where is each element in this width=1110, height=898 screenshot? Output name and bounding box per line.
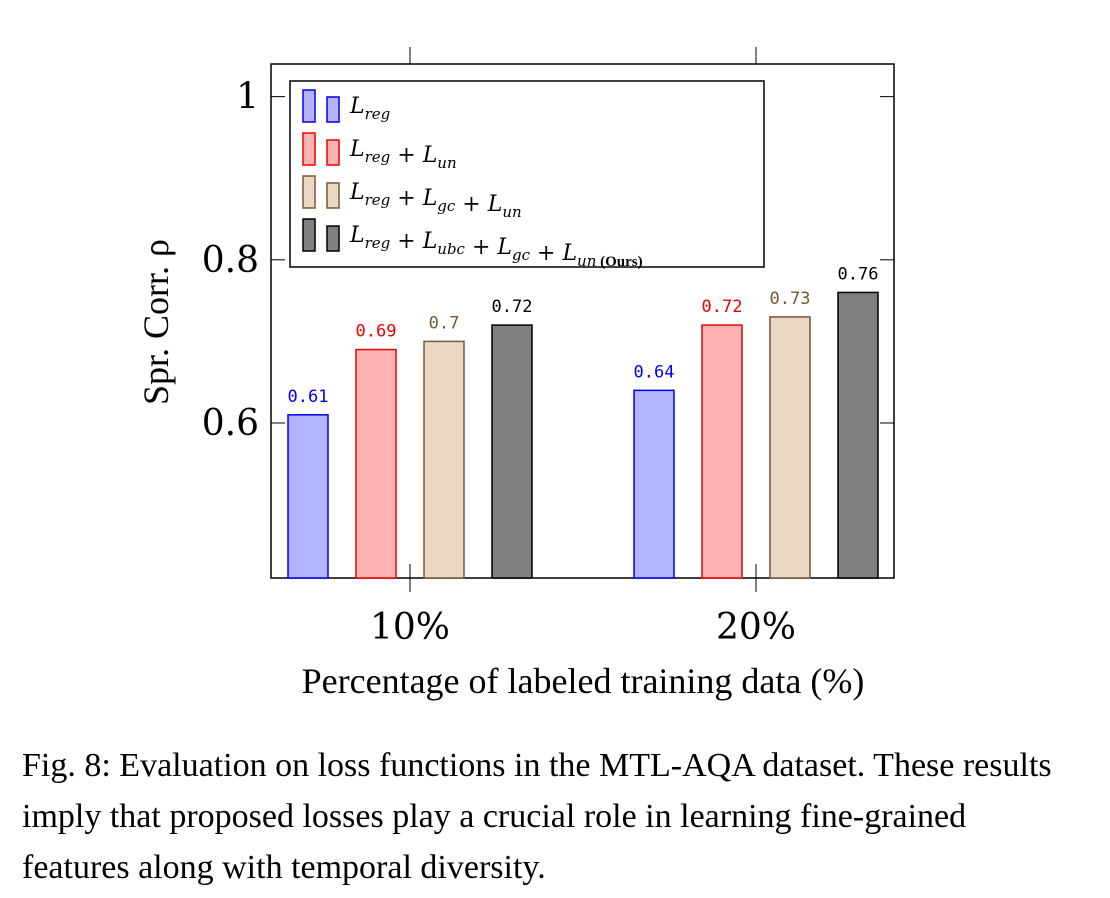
legend-item: Lreg + Lun <box>302 132 457 172</box>
bar <box>355 348 397 579</box>
y-axis-label: Spr. Corr. ρ <box>136 239 176 405</box>
bar <box>287 414 329 579</box>
legend-label: Lreg + Lgc + Lun <box>349 180 522 221</box>
legend-swatch <box>326 96 340 123</box>
legend-swatch <box>302 218 316 252</box>
bar <box>837 291 879 579</box>
x-tick-labels: 10% 20% <box>370 607 796 648</box>
bar <box>769 316 811 579</box>
data-label: 0.64 <box>634 362 675 382</box>
bar <box>701 324 743 579</box>
legend-swatch <box>302 175 316 209</box>
y-tick-label: 0.8 <box>202 240 259 281</box>
data-label: 0.73 <box>770 289 811 309</box>
data-label: 0.72 <box>702 297 743 317</box>
legend-item: Lreg + Lubc + Lgc + Lun (Ours) <box>302 218 643 270</box>
legend-swatch <box>302 89 316 123</box>
bar <box>491 324 533 579</box>
figure-caption: Fig. 8: Evaluation on loss functions in … <box>22 747 1052 886</box>
x-tick-label: 20% <box>716 607 796 648</box>
legend-label: Lreg + Lun <box>349 137 457 172</box>
data-label: 0.7 <box>429 313 460 333</box>
bar <box>423 340 465 579</box>
data-label: 0.72 <box>492 297 533 317</box>
bars <box>287 291 879 579</box>
x-tick-label: 10% <box>370 607 450 648</box>
y-tick-label: 1 <box>236 77 259 118</box>
axis-ticks <box>271 47 894 592</box>
bar-chart: 0.610.640.690.720.70.730.720.76 0.60.81 … <box>136 47 895 701</box>
x-axis-label: Percentage of labeled training data (%) <box>302 661 865 701</box>
legend-swatch <box>326 225 340 252</box>
plot-area <box>270 63 895 579</box>
legend-box <box>289 80 765 268</box>
legend-item: Lreg <box>302 89 390 123</box>
legend-label: Lreg <box>349 94 390 123</box>
y-tick-label: 0.6 <box>202 403 259 444</box>
bar <box>633 389 675 579</box>
data-label: 0.76 <box>838 264 879 284</box>
legend-swatch <box>326 182 340 209</box>
data-label: 0.61 <box>288 387 329 407</box>
y-tick-labels: 0.6 0.8 1 <box>202 77 259 444</box>
legend-swatch <box>326 139 340 166</box>
data-labels: 0.61 0.64 0.69 0.72 0.7 0.73 0.72 0.76 <box>288 264 879 406</box>
data-label: 0.69 <box>356 322 397 342</box>
legend-label: Lreg + Lubc + Lgc + Lun (Ours) <box>349 223 643 270</box>
legend-swatch <box>302 132 316 166</box>
legend-item: Lreg + Lgc + Lun <box>302 175 522 221</box>
